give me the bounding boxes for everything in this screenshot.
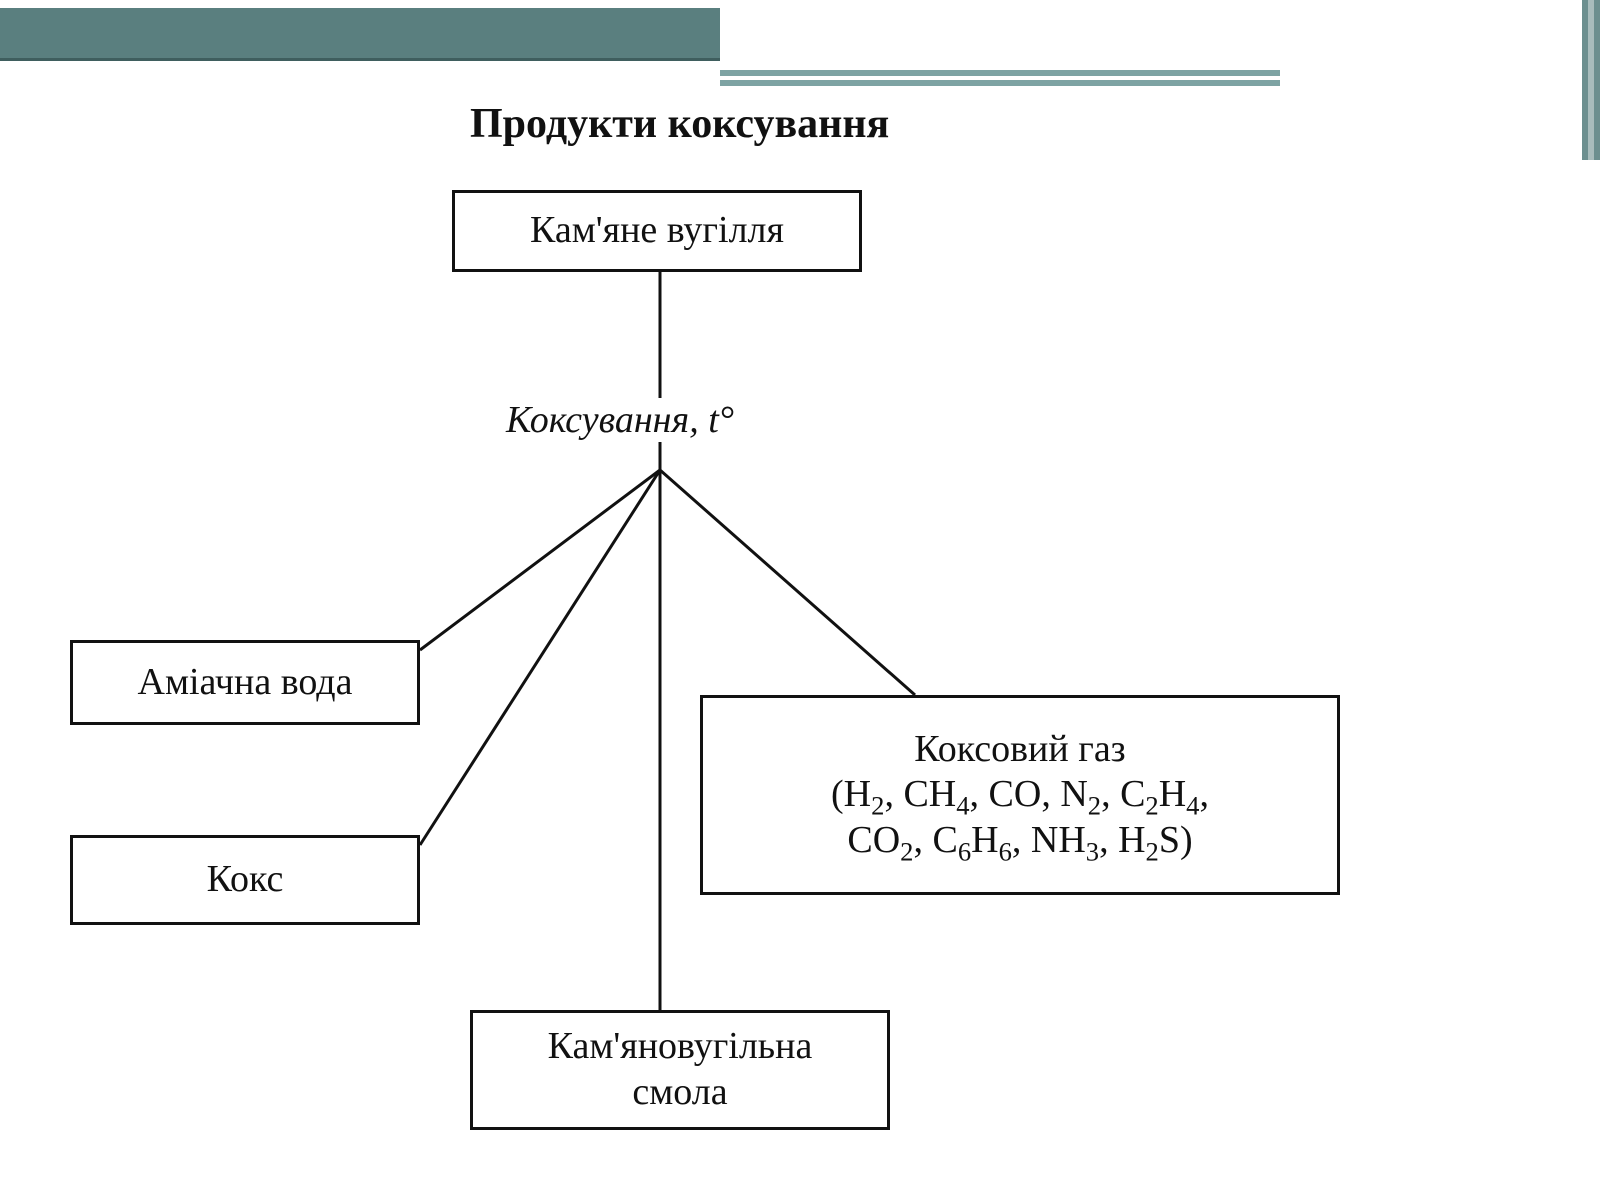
node-ammonia-water: Аміачна вода — [70, 640, 420, 725]
node-coke: Кокс — [70, 835, 420, 925]
diagram-canvas: Продукти коксування Коксування, t° Кам'я… — [0, 0, 1600, 1200]
node-coal-tar: Кам'яновугільнасмола — [470, 1010, 890, 1130]
node-root: Кам'яне вугілля — [452, 190, 862, 272]
node-coke-gas: Коксовий газ(H2, CH4, CO, N2, C2H4,CO2, … — [700, 695, 1340, 895]
diagram-title: Продукти коксування — [470, 100, 889, 148]
process-label: Коксування, t° — [500, 398, 740, 442]
